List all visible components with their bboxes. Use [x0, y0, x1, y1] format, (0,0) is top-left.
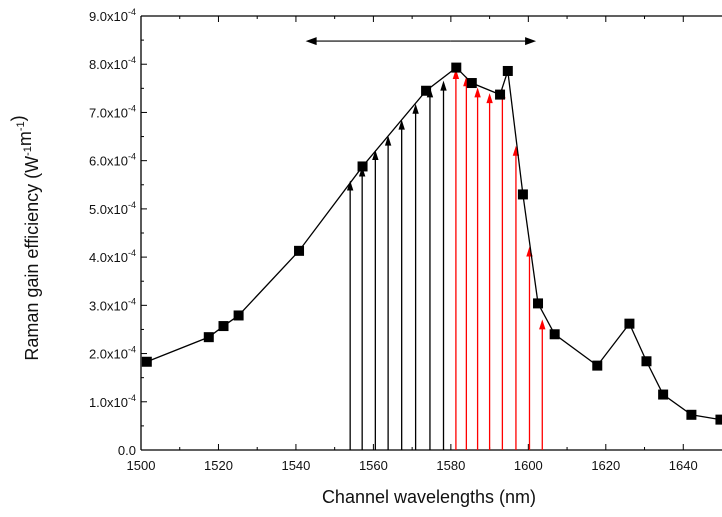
data-point: [421, 85, 432, 96]
data-point: [686, 409, 697, 420]
y-tick-label: 2.0x10-4: [89, 345, 136, 362]
channel-arrow-head: [440, 80, 447, 91]
data-point: [517, 189, 528, 200]
x-tick-label: 1560: [359, 458, 388, 473]
x-tick-label: 1580: [436, 458, 465, 473]
x-tick-label: 1600: [514, 458, 543, 473]
y-tick-label: 9.0x10-4: [89, 7, 136, 24]
data-point: [294, 245, 305, 256]
data-point: [218, 321, 229, 332]
y-tick-label: 8.0x10-4: [89, 55, 136, 72]
y-tick-label: 6.0x10-4: [89, 152, 136, 169]
channel-arrows: [346, 69, 546, 450]
x-tick-label: 1620: [591, 458, 620, 473]
y-tick-label: 5.0x10-4: [89, 200, 136, 217]
y-axis-label: Raman gain efficiency (W-1m-1): [8, 115, 42, 360]
y-tick-label: 0.0: [118, 443, 136, 458]
data-point: [533, 298, 544, 309]
x-tick-label: 1540: [281, 458, 310, 473]
x-tick-label: 1520: [204, 458, 233, 473]
y-tick-label: 7.0x10-4: [89, 103, 136, 120]
x-axis-label: Channel wavelengths (nm): [322, 487, 536, 507]
channel-arrow-head: [486, 93, 493, 104]
channel-arrow-head: [346, 180, 354, 191]
channel-arrow-head: [412, 103, 419, 114]
data-point: [658, 389, 669, 400]
y-tick-label: 3.0x10-4: [89, 296, 136, 313]
direction-arrow-head: [305, 37, 317, 46]
channel-arrow-head: [474, 87, 481, 98]
data-point: [203, 332, 214, 343]
direction-arrows: [305, 37, 537, 46]
data-point: [495, 89, 506, 100]
data-point: [624, 318, 635, 329]
data-point: [466, 78, 477, 89]
data-point: [502, 65, 513, 76]
channel-arrow-head: [539, 319, 546, 330]
y-tick-label: 1.0x10-4: [89, 393, 136, 410]
data-point: [233, 310, 244, 321]
x-tick-label: 1640: [669, 458, 698, 473]
series-line: [146, 66, 721, 421]
data-point: [715, 414, 722, 425]
x-tick-label: 1500: [127, 458, 156, 473]
channel-arrow-head: [398, 119, 405, 130]
y-tick-label: 4.0x10-4: [89, 248, 136, 265]
data-point: [549, 329, 560, 340]
data-point: [141, 356, 152, 367]
data-point: [357, 161, 368, 172]
channel-arrow-head: [372, 150, 379, 161]
channel-arrow-head: [452, 69, 460, 80]
data-series: [141, 62, 722, 425]
data-point: [592, 360, 603, 371]
axes: [140, 15, 722, 451]
data-point: [641, 356, 652, 367]
channel-arrow-head: [384, 135, 392, 146]
direction-arrow-head: [525, 37, 537, 46]
axis-ticks: 1500 1520 1540 1560 1580 1600 1620 1640 0.0 1.0x1…: [89, 7, 698, 473]
data-point: [451, 62, 462, 73]
